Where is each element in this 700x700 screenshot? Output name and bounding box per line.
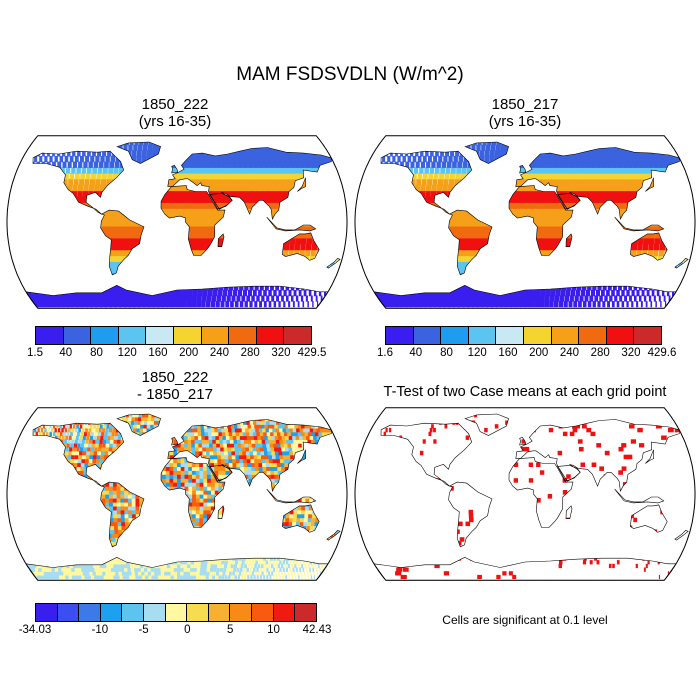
colorbar-tick-label: 10 — [267, 624, 280, 636]
colorbar-tick-label: 429.6 — [647, 347, 677, 359]
colorbar-tick-label: 1.6 — [377, 347, 393, 359]
colorbar-swatch — [579, 327, 607, 344]
panel-title-case1: 1850_222 (yrs 16-35) — [75, 96, 275, 130]
colorbar-swatch — [468, 327, 497, 344]
colorbar-difference — [35, 603, 317, 622]
colorbar-swatch — [187, 604, 209, 621]
panel-title-line1: 1850_222 — [141, 96, 209, 113]
panel-title-case2: 1850_217 (yrs 16-35) — [425, 96, 625, 130]
colorbar-swatch — [118, 327, 147, 344]
colorbar-tick-label: 1.5 — [27, 347, 43, 359]
colorbar-tick-label: 200 — [179, 347, 199, 359]
colorbar-swatch — [413, 327, 442, 344]
colorbar-case2 — [385, 326, 662, 345]
colorbar-tick-label: 320 — [621, 347, 641, 359]
colorbar-swatch — [606, 327, 635, 344]
panel-title-diff: 1850_222 - 1850_217 — [75, 369, 275, 403]
colorbar-case1-ticks: 1.5 40 80 120 160 200 240 280 320 429.5 — [27, 347, 326, 361]
panel-title-ttest: T-Test of two Case means at each grid po… — [383, 384, 667, 400]
colorbar-tick-label: 5 — [226, 624, 234, 636]
colorbar-swatch — [230, 604, 253, 621]
colorbar-swatch — [256, 327, 285, 344]
colorbar-swatch — [496, 327, 524, 344]
colorbar-swatch — [284, 327, 311, 344]
colorbar-swatch — [146, 327, 174, 344]
colorbar-swatch — [36, 604, 58, 621]
colorbar-tick-label: 40 — [409, 347, 423, 359]
colorbar-swatch — [79, 604, 101, 621]
colorbar-swatch — [100, 604, 123, 621]
significance-note: Cells are significant at 0.1 level — [442, 613, 608, 627]
colorbar-tick-label: -5 — [138, 624, 149, 636]
colorbar-tick-label: 40 — [59, 347, 73, 359]
colorbar-tick-label: 280 — [590, 347, 610, 359]
colorbar-swatch — [201, 327, 230, 344]
colorbar-tick-label: 160 — [148, 347, 168, 359]
panel-title-line2: (yrs 16-35) — [138, 113, 212, 130]
colorbar-tick-label: 200 — [529, 347, 549, 359]
colorbar-tick-label: 120 — [467, 347, 487, 359]
colorbar-swatch — [36, 327, 64, 344]
colorbar-tick-label: 320 — [271, 347, 291, 359]
colorbar-tick-label: 240 — [559, 347, 580, 359]
colorbar-case2-ticks: 1.6 40 80 120 160 200 240 280 320 429.6 — [377, 347, 676, 361]
panel-title-line2: - 1850_217 — [137, 386, 213, 403]
colorbar-tick-label: -10 — [91, 624, 109, 636]
colorbar-swatch — [91, 327, 119, 344]
colorbar-swatch — [523, 327, 552, 344]
colorbar-swatch — [165, 604, 188, 621]
colorbar-difference-ticks: -34.03 -10 -5 0 5 10 42.43 — [19, 624, 332, 638]
colorbar-swatch — [57, 604, 80, 621]
colorbar-swatch — [386, 327, 414, 344]
colorbar-tick-label: 280 — [240, 347, 260, 359]
colorbar-tick-label: 42.43 — [302, 624, 332, 636]
colorbar-case1 — [35, 326, 312, 345]
colorbar-tick-label: 120 — [117, 347, 137, 359]
colorbar-tick-label: 160 — [498, 347, 518, 359]
map-difference — [6, 407, 348, 581]
colorbar-swatch — [441, 327, 469, 344]
map-case1 — [6, 135, 348, 309]
colorbar-tick-label: 80 — [440, 347, 453, 359]
colorbar-tick-label: 80 — [90, 347, 103, 359]
panel-title-line1: 1850_217 — [491, 96, 559, 113]
colorbar-tick-label: -34.03 — [18, 624, 52, 636]
colorbar-swatch — [63, 327, 92, 344]
figure-title: MAM FSDSVDLN (W/m^2) — [236, 64, 464, 85]
colorbar-swatch — [208, 604, 231, 621]
colorbar-tick-label: 240 — [209, 347, 230, 359]
panel-title-line1: 1850_222 — [141, 369, 209, 386]
map-case2 — [354, 135, 696, 309]
colorbar-swatch — [144, 604, 166, 621]
map-ttest — [354, 407, 696, 581]
colorbar-swatch — [173, 327, 202, 344]
colorbar-swatch — [551, 327, 580, 344]
colorbar-swatch — [229, 327, 257, 344]
colorbar-swatch — [634, 327, 661, 344]
colorbar-swatch — [252, 604, 274, 621]
colorbar-swatch — [295, 604, 316, 621]
colorbar-swatch — [122, 604, 145, 621]
panel-title-line2: (yrs 16-35) — [488, 113, 562, 130]
colorbar-tick-label: 0 — [184, 624, 191, 636]
colorbar-swatch — [273, 604, 296, 621]
colorbar-tick-label: 429.5 — [297, 347, 327, 359]
